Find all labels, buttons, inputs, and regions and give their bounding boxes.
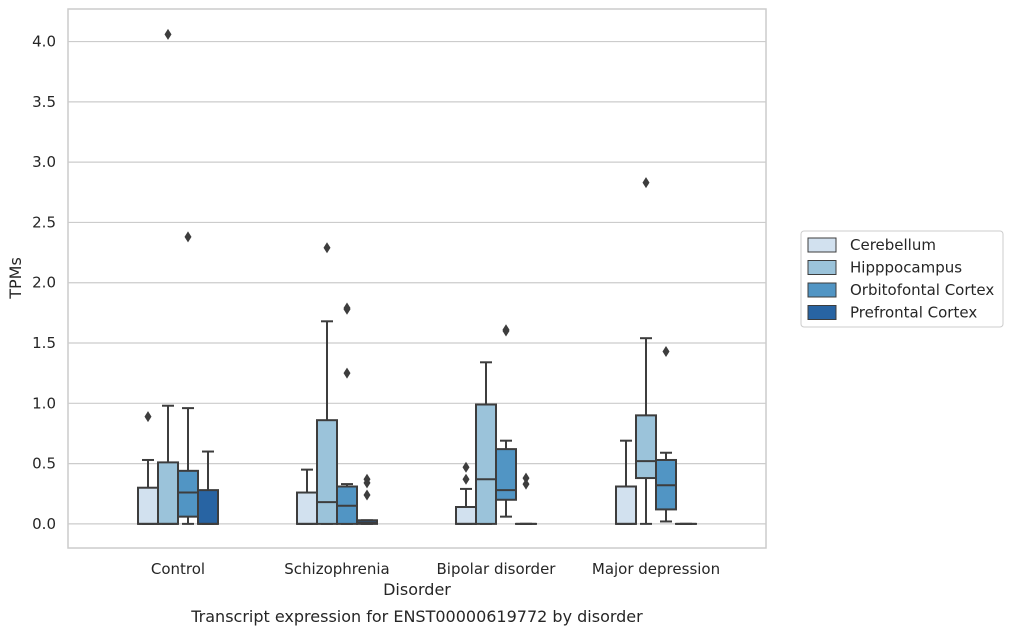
y-tick-label: 3.5 — [32, 93, 56, 111]
legend-label: Prefrontal Cortex — [850, 304, 977, 322]
legend-swatch — [807, 282, 837, 298]
grid-lines — [68, 40, 766, 525]
box — [316, 242, 338, 525]
box-body — [615, 485, 637, 525]
box — [455, 461, 477, 525]
box-body — [495, 448, 517, 501]
y-tick-label: 4.0 — [32, 33, 56, 51]
box — [336, 302, 358, 525]
box-outlier — [462, 461, 470, 473]
box-body — [475, 403, 497, 525]
x-axis-ticks: Control Schizophrenia Bipolar disorder Majo… — [151, 560, 720, 578]
x-tick-label: Control — [151, 560, 205, 578]
box — [635, 177, 657, 525]
legend-swatch — [807, 260, 837, 275]
y-tick-label: 2.0 — [32, 274, 56, 292]
box-outlier — [462, 473, 470, 485]
y-axis-label: TPMs — [6, 257, 25, 300]
box — [515, 472, 537, 525]
x-axis-label: Disorder — [383, 580, 451, 599]
legend-items: Cerebellum Hipppocampus Orbitofontal Corte… — [807, 236, 994, 322]
x-tick-label: Schizophrenia — [284, 560, 389, 578]
plot-frame — [67, 8, 767, 549]
box — [197, 450, 219, 525]
chart-caption: Transcript expression for ENST0000061977… — [190, 607, 643, 626]
box-body — [197, 489, 219, 525]
box-body — [137, 486, 159, 525]
box-outlier — [184, 231, 192, 243]
box — [177, 231, 199, 525]
box-plot-series — [137, 28, 697, 525]
box-outlier — [164, 28, 172, 40]
box-body — [296, 491, 318, 525]
box — [157, 28, 179, 525]
box-outlier — [343, 302, 351, 314]
y-tick-label: 2.5 — [32, 213, 56, 231]
box-outlier — [642, 177, 650, 189]
y-tick-label: 1.5 — [32, 334, 56, 352]
legend-swatch — [807, 237, 837, 253]
box-outlier — [363, 473, 371, 485]
box — [655, 345, 677, 523]
y-tick-label: 0.5 — [32, 455, 56, 473]
legend-label: Orbitofontal Cortex — [850, 281, 994, 299]
box-outlier — [502, 324, 510, 336]
box-body — [157, 461, 179, 525]
box — [137, 411, 159, 525]
box-body — [635, 414, 657, 480]
legend: Cerebellum Hipppocampus Orbitofontal Corte… — [800, 230, 1004, 328]
box-outlier — [662, 345, 670, 357]
box-outlier — [522, 478, 530, 490]
legend-label: Hipppocampus — [850, 259, 962, 277]
box — [356, 473, 378, 525]
y-tick-label: 0.0 — [32, 515, 56, 533]
legend-label: Cerebellum — [850, 236, 936, 254]
box-outlier — [343, 367, 351, 379]
box-outlier — [363, 489, 371, 501]
box-outlier — [144, 411, 152, 423]
legend-swatch — [807, 305, 837, 320]
x-tick-label: Major depression — [592, 560, 720, 578]
x-tick-label: Bipolar disorder — [437, 560, 557, 578]
y-tick-label: 1.0 — [32, 394, 56, 412]
legend-frame — [800, 230, 1004, 328]
box — [475, 361, 497, 525]
box-outlier — [323, 242, 331, 254]
y-axis-ticks: 0.0 0.5 1.0 1.5 2.0 2.5 3.0 3.5 4.0 — [32, 33, 56, 533]
box-body — [316, 419, 338, 525]
box — [296, 468, 318, 525]
box — [495, 324, 517, 518]
box — [615, 439, 637, 525]
box-body — [455, 506, 477, 525]
box-outlier — [522, 472, 530, 484]
box-body — [177, 469, 199, 518]
y-tick-label: 3.0 — [32, 153, 56, 171]
